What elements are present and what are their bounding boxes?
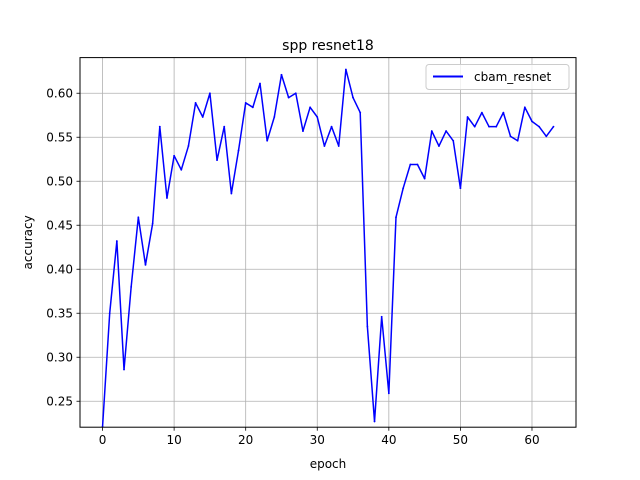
data-point — [538, 125, 541, 128]
data-point — [359, 111, 362, 114]
data-point — [280, 73, 283, 76]
data-point — [523, 106, 526, 109]
data-point — [158, 125, 161, 128]
data-point — [230, 192, 233, 195]
data-point — [144, 263, 147, 266]
y-tick-label: 0.50 — [46, 175, 73, 189]
y-tick-label: 0.25 — [46, 395, 73, 409]
data-point — [545, 135, 548, 138]
data-point — [216, 159, 218, 162]
x-axis-label: epoch — [310, 457, 347, 471]
y-tick-label: 0.40 — [46, 263, 73, 277]
data-point — [209, 92, 211, 95]
data-point — [373, 420, 376, 423]
data-point — [438, 145, 440, 147]
plot-frame — [79, 57, 577, 428]
data-point — [452, 139, 455, 142]
data-point — [137, 216, 140, 219]
data-point — [402, 187, 405, 190]
data-point — [294, 92, 297, 95]
data-point — [316, 116, 319, 118]
data-point — [387, 392, 390, 395]
data-point — [309, 106, 312, 109]
data-point — [251, 106, 254, 109]
legend-label: cbam_resnet — [474, 70, 552, 84]
x-tick-label: 20 — [238, 433, 253, 447]
data-point — [344, 68, 347, 71]
y-tick-label: 0.35 — [46, 307, 73, 321]
data-point — [273, 116, 276, 118]
data-point — [516, 139, 519, 142]
data-point — [151, 222, 154, 225]
data-point — [237, 149, 240, 152]
data-point — [302, 130, 304, 132]
data-point — [123, 368, 125, 371]
x-tick-label: 10 — [166, 433, 181, 447]
data-point — [223, 125, 226, 128]
data-point — [244, 102, 247, 104]
data-point — [423, 177, 426, 180]
data-point — [330, 125, 333, 128]
data-point — [366, 325, 369, 328]
data-point — [509, 135, 512, 138]
data-point — [495, 125, 498, 128]
data-point — [531, 120, 533, 123]
data-point — [287, 96, 290, 99]
legend: cbam_resnet — [425, 64, 570, 90]
data-point — [259, 82, 261, 85]
legend-box — [425, 64, 570, 90]
y-axis-label: accuracy — [21, 215, 35, 269]
data-point — [173, 154, 176, 157]
data-point — [201, 116, 204, 118]
x-tick-label: 40 — [381, 433, 396, 447]
data-point — [445, 130, 447, 132]
data-point — [187, 145, 190, 147]
data-point — [266, 139, 269, 142]
data-point — [409, 163, 412, 166]
data-point — [130, 285, 133, 288]
data-point — [108, 312, 111, 315]
data-point — [323, 145, 326, 147]
data-point — [466, 116, 469, 118]
data-point — [180, 168, 183, 171]
x-tick-label: 60 — [524, 433, 539, 447]
y-tick-label: 0.60 — [46, 87, 73, 101]
chart-title: spp resnet18 — [282, 38, 374, 54]
data-point — [166, 197, 168, 199]
data-point — [380, 315, 383, 318]
data-point — [352, 96, 354, 99]
data-point — [115, 240, 118, 242]
series-layer — [101, 68, 555, 428]
ticks: 0 10 20 30 40 50 60 0.25 0.30 0.35 0.40 0.45 0.50 0.5… — [46, 87, 539, 448]
data-point — [337, 145, 340, 147]
data-point — [395, 216, 397, 219]
x-tick-label: 0 — [99, 433, 107, 447]
y-tick-label: 0.30 — [46, 351, 73, 365]
series-line-cbam_resnet — [101, 68, 555, 427]
data-point — [480, 111, 483, 114]
data-point — [430, 130, 433, 132]
data-point — [552, 125, 555, 128]
data-point — [416, 163, 419, 166]
data-point — [502, 111, 505, 114]
x-tick-label: 30 — [310, 433, 325, 447]
data-point — [459, 187, 462, 190]
y-tick-label: 0.55 — [46, 131, 73, 145]
x-tick-label: 50 — [453, 433, 468, 447]
y-tick-label: 0.45 — [46, 219, 73, 233]
data-point — [473, 125, 476, 128]
data-point — [488, 125, 490, 128]
data-point — [194, 102, 197, 104]
